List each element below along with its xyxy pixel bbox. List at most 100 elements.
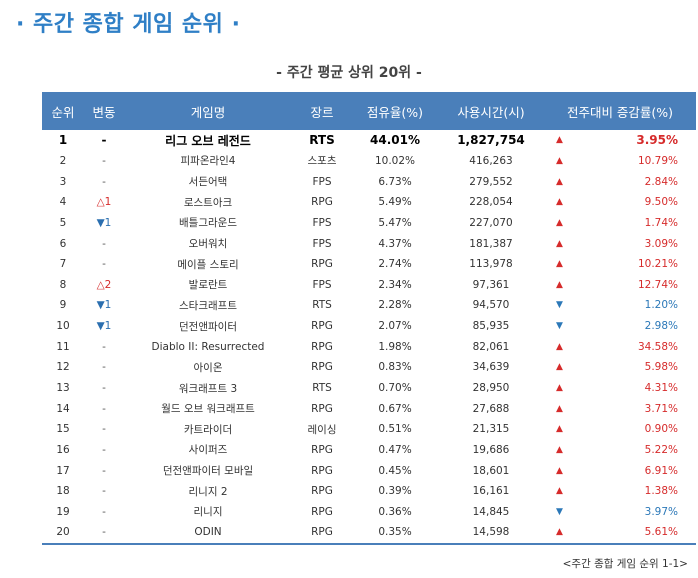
trend-cell: ▲ 1.74% (544, 213, 696, 234)
change-cell: ▼1 (96, 320, 112, 333)
rank-cell: 2 (59, 154, 67, 167)
triangle-up-icon: ▲ (556, 486, 563, 497)
game-name-cell: 스타크래프트 (179, 299, 237, 312)
hours-cell: 94,570 (472, 299, 510, 312)
table-row: 19 - 리니지 RPG 0.36% 14,845 ▼ 3.97% (42, 502, 696, 523)
trend-cell: ▲ 3.71% (544, 398, 696, 419)
ranking-table: 순위 변동 게임명 장르 점유율(%) 사용시간(시) 전주대비 증감률(%) … (42, 92, 696, 545)
genre-cell: RPG (311, 464, 333, 477)
share-cell: 2.34% (378, 278, 412, 291)
trend-cell: ▲ 0.90% (544, 419, 696, 440)
genre-cell: 스포츠 (307, 155, 337, 168)
game-name-cell: 아이온 (193, 361, 223, 374)
trend-cell: ▲ 4.31% (544, 378, 696, 399)
change-cell: - (102, 464, 106, 477)
table-row: 4 △1 로스트아크 RPG 5.49% 228,054 ▲ 9.50% (42, 192, 696, 213)
trend-cell: ▼ 2.98% (544, 316, 696, 337)
table-row: 2 - 피파온라인4 스포츠 10.02% 416,263 ▲ 10.79% (42, 151, 696, 172)
triangle-up-icon: ▲ (556, 135, 563, 146)
triangle-up-icon: ▲ (556, 362, 563, 373)
rank-cell: 14 (56, 402, 70, 415)
table-row: 8 △2 발로란트 FPS 2.34% 97,361 ▲ 12.74% (42, 274, 696, 295)
genre-cell: RPG (311, 485, 333, 498)
share-cell: 4.37% (378, 237, 412, 250)
hours-cell: 416,263 (469, 154, 513, 167)
header-game: 게임명 (124, 92, 292, 130)
rank-cell: 5 (59, 216, 67, 229)
genre-cell: FPS (312, 278, 332, 291)
game-name-cell: 오버워치 (188, 238, 228, 251)
game-name-cell: 리니지 (193, 506, 223, 519)
game-name-cell: 사이퍼즈 (188, 444, 228, 457)
change-cell: - (102, 382, 106, 394)
change-cell: - (102, 361, 106, 374)
change-cell: - (102, 423, 106, 436)
rank-cell: 3 (59, 175, 67, 188)
game-name-cell: 메이플 스토리 (177, 258, 239, 271)
trend-cell: ▲ 10.79% (544, 151, 696, 172)
change-cell: △1 (96, 196, 112, 209)
game-name-cell: 서든어택 (188, 176, 228, 189)
genre-cell: RPG (311, 361, 333, 374)
change-cell: ▼1 (96, 216, 112, 229)
game-name-cell: 발로란트 (188, 279, 228, 292)
genre-cell: 레이싱 (307, 423, 337, 436)
share-cell: 0.35% (352, 522, 438, 545)
hours-cell: 21,315 (472, 423, 510, 436)
triangle-up-icon: ▲ (556, 383, 563, 393)
game-name-cell: ODIN (124, 522, 292, 545)
hours-cell: 85,935 (472, 320, 510, 333)
triangle-up-icon: ▲ (556, 403, 563, 414)
genre-cell: FPS (312, 175, 332, 188)
trend-rate: 5.98% (644, 361, 678, 374)
table-row: 9 ▼1 스타크래프트 RTS 2.28% 94,570 ▼ 1.20% (42, 295, 696, 316)
change-cell: - (102, 154, 106, 167)
genre-cell: RTS (312, 299, 332, 312)
trend-cell: ▲ 10.21% (544, 254, 696, 275)
game-name-cell: 워크래프트 3 (178, 382, 238, 395)
hours-cell: 228,054 (469, 196, 513, 209)
rank-cell: 6 (59, 237, 67, 250)
trend-rate: 2.98% (644, 320, 678, 333)
table-row: 20- ODIN RPG 0.35% 14,598 ▲ 5.61% (42, 522, 696, 545)
change-cell: - (84, 522, 124, 545)
trend-rate: 6.91% (644, 464, 678, 477)
game-name-cell: 카트라이더 (183, 423, 233, 436)
table-subtitle: - 주간 평균 상위 20위 - (276, 65, 422, 81)
hours-cell: 181,387 (469, 237, 513, 250)
rank-cell: 8 (59, 278, 67, 291)
table-row: 10 ▼1 던전앤파이터 RPG 2.07% 85,935 ▼ 2.98% (42, 316, 696, 337)
header-share: 점유율(%) (352, 92, 438, 130)
table-row: 18 - 리니지 2 RPG 0.39% 16,161 ▲ 1.38% (42, 481, 696, 502)
table-body: 1 - 리그 오브 레전드 RTS 44.01% 1,827,754 ▲ 3.95% 2 - 피파온… (42, 130, 696, 545)
share-cell: 2.28% (378, 299, 412, 312)
change-cell: - (102, 258, 106, 271)
triangle-up-icon: ▲ (556, 527, 563, 538)
share-cell: 0.47% (378, 443, 412, 456)
table-row: 17 - 던전앤파이터 모바일 RPG 0.45% 18,601 ▲ 6.91% (42, 460, 696, 481)
trend-cell: ▲ 3.09% (544, 233, 696, 254)
table-row: 15 - 카트라이더 레이싱 0.51% 21,315 ▲ 0.90% (42, 419, 696, 440)
table-row: 12 - 아이온 RPG 0.83% 34,639 ▲ 5.98% (42, 357, 696, 378)
trend-rate: 3.97% (644, 505, 678, 518)
change-cell: - (102, 443, 106, 456)
change-cell: ▼1 (96, 299, 112, 312)
triangle-up-icon: ▲ (556, 444, 563, 455)
trend-cell: ▲ 12.74% (544, 274, 696, 295)
hours-cell: 16,161 (472, 485, 510, 498)
genre-cell: RTS (312, 382, 332, 394)
genre-cell: RTS (309, 133, 335, 148)
hours-cell: 97,361 (472, 278, 510, 291)
genre-cell: RPG (311, 258, 333, 271)
share-cell: 2.74% (378, 258, 412, 271)
genre-cell: FPS (312, 216, 332, 229)
table-row: 1 - 리그 오브 레전드 RTS 44.01% 1,827,754 ▲ 3.95% (42, 130, 696, 151)
change-cell: - (102, 237, 106, 250)
table-row: 6 - 오버워치 FPS 4.37% 181,387 ▲ 3.09% (42, 233, 696, 254)
share-cell: 0.51% (378, 423, 412, 436)
genre-cell: RPG (311, 402, 333, 415)
trend-cell: ▲ 3.95% (544, 130, 696, 151)
triangle-up-icon: ▲ (556, 279, 563, 290)
rank-cell: 13 (56, 382, 70, 394)
table-row: 5 ▼1 배틀그라운드 FPS 5.47% 227,070 ▲ 1.74% (42, 213, 696, 234)
